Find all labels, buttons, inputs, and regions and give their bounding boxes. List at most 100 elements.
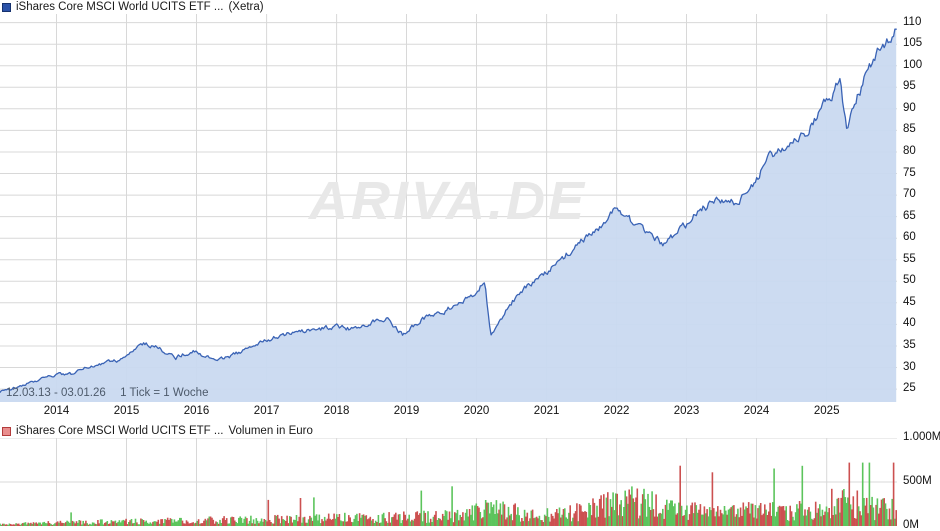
volume-bar (99, 519, 102, 526)
volume-bar (825, 506, 828, 526)
volume-bar (518, 515, 520, 526)
volume-bar (239, 516, 241, 526)
volume-bar (18, 523, 20, 526)
volume-bar (797, 508, 800, 526)
volume-bar (396, 519, 398, 526)
volume-bar (837, 497, 840, 526)
price-plot-area[interactable]: ARIVA.DE (0, 14, 897, 402)
volume-bar (883, 498, 885, 526)
volume-bar (884, 503, 887, 526)
volume-bar (874, 520, 876, 526)
volume-bar (326, 518, 329, 526)
volume-bar (538, 515, 541, 526)
volume-bar (35, 522, 37, 526)
volume-bar (415, 512, 417, 526)
volume-bar (354, 515, 357, 526)
volume-bar (494, 514, 496, 526)
volume-bar (240, 517, 243, 526)
volume-bar (464, 512, 467, 526)
volume-bar (694, 502, 696, 526)
volume-bar (782, 506, 785, 526)
volume-bar (86, 523, 88, 526)
svg-text:ARIVA.DE: ARIVA.DE (307, 171, 587, 231)
volume-bar (573, 513, 575, 526)
volume-bar (853, 518, 856, 526)
volume-bar (294, 520, 296, 526)
volume-bar (546, 508, 549, 526)
volume-bar (521, 518, 523, 526)
volume-bar (455, 513, 457, 526)
y-axis-tick-40: 40 (903, 317, 916, 330)
volume-bar (754, 505, 757, 526)
volume-bar (800, 503, 802, 526)
volume-bar (230, 517, 232, 526)
volume-bar (197, 519, 200, 526)
volume-bar (753, 517, 755, 526)
volume-bar (47, 521, 50, 526)
volume-bar (211, 517, 213, 526)
volume-bar (761, 515, 763, 526)
volume-bar (746, 508, 749, 526)
y-axis-tick-35: 35 (903, 339, 916, 351)
volume-bar (543, 514, 546, 526)
volume-bar (598, 498, 601, 526)
volume-bar (474, 505, 476, 526)
volume-bar (515, 514, 518, 526)
volume-bar (860, 515, 863, 526)
volume-bar (405, 520, 408, 526)
volume-y-axis-tick-0: 1.000M (903, 431, 940, 443)
volume-bar (454, 512, 456, 526)
volume-bar (835, 514, 837, 526)
y-axis-tick-110: 110 (903, 15, 922, 28)
volume-bar (872, 507, 875, 526)
volume-bar (118, 520, 121, 526)
volume-bar (380, 522, 382, 526)
volume-bar (824, 511, 826, 526)
volume-bar (526, 512, 529, 526)
volume-bar (287, 523, 290, 526)
volume-bar (827, 512, 829, 526)
volume-y-axis-tick-2: 0M (903, 519, 919, 531)
volume-bar (781, 506, 783, 526)
volume-bar (808, 507, 810, 526)
volume-bar (16, 523, 19, 526)
volume-bar (615, 493, 617, 526)
volume-bar (382, 512, 385, 526)
x-axis-tick-2020: 2020 (463, 405, 490, 417)
volume-bar (220, 523, 223, 526)
volume-bar (153, 521, 156, 526)
volume-bar (9, 524, 12, 526)
volume-bar (301, 522, 303, 526)
volume-bar (293, 519, 295, 526)
volume-bar (717, 506, 719, 526)
volume-bar (256, 520, 259, 526)
volume-bar (285, 521, 287, 526)
volume-plot-area[interactable] (0, 438, 897, 526)
volume-bar (596, 505, 598, 526)
volume-bar (364, 515, 366, 526)
volume-bar (73, 521, 75, 526)
volume-bar (235, 522, 237, 526)
volume-bar (179, 517, 181, 526)
volume-bar (427, 511, 429, 526)
volume-bar (419, 513, 421, 526)
volume-gridlines (0, 438, 897, 526)
volume-bar (663, 518, 665, 526)
volume-bar (297, 521, 299, 526)
volume-bar (185, 520, 188, 526)
volume-bar (317, 520, 319, 526)
volume-bar (784, 510, 786, 526)
volume-bar (670, 500, 672, 526)
volume-bar (34, 523, 36, 526)
volume-bar (659, 512, 661, 526)
volume-bar (819, 504, 821, 526)
volume-bar (279, 523, 282, 526)
volume-bar (458, 520, 460, 526)
volume-bar (187, 521, 189, 526)
volume-bar (358, 513, 361, 526)
volume-bar (348, 515, 350, 526)
volume-bar (74, 523, 76, 526)
volume-bar (63, 523, 66, 526)
volume-bar (89, 523, 91, 526)
price-chart-svg: ARIVA.DE (0, 14, 897, 402)
